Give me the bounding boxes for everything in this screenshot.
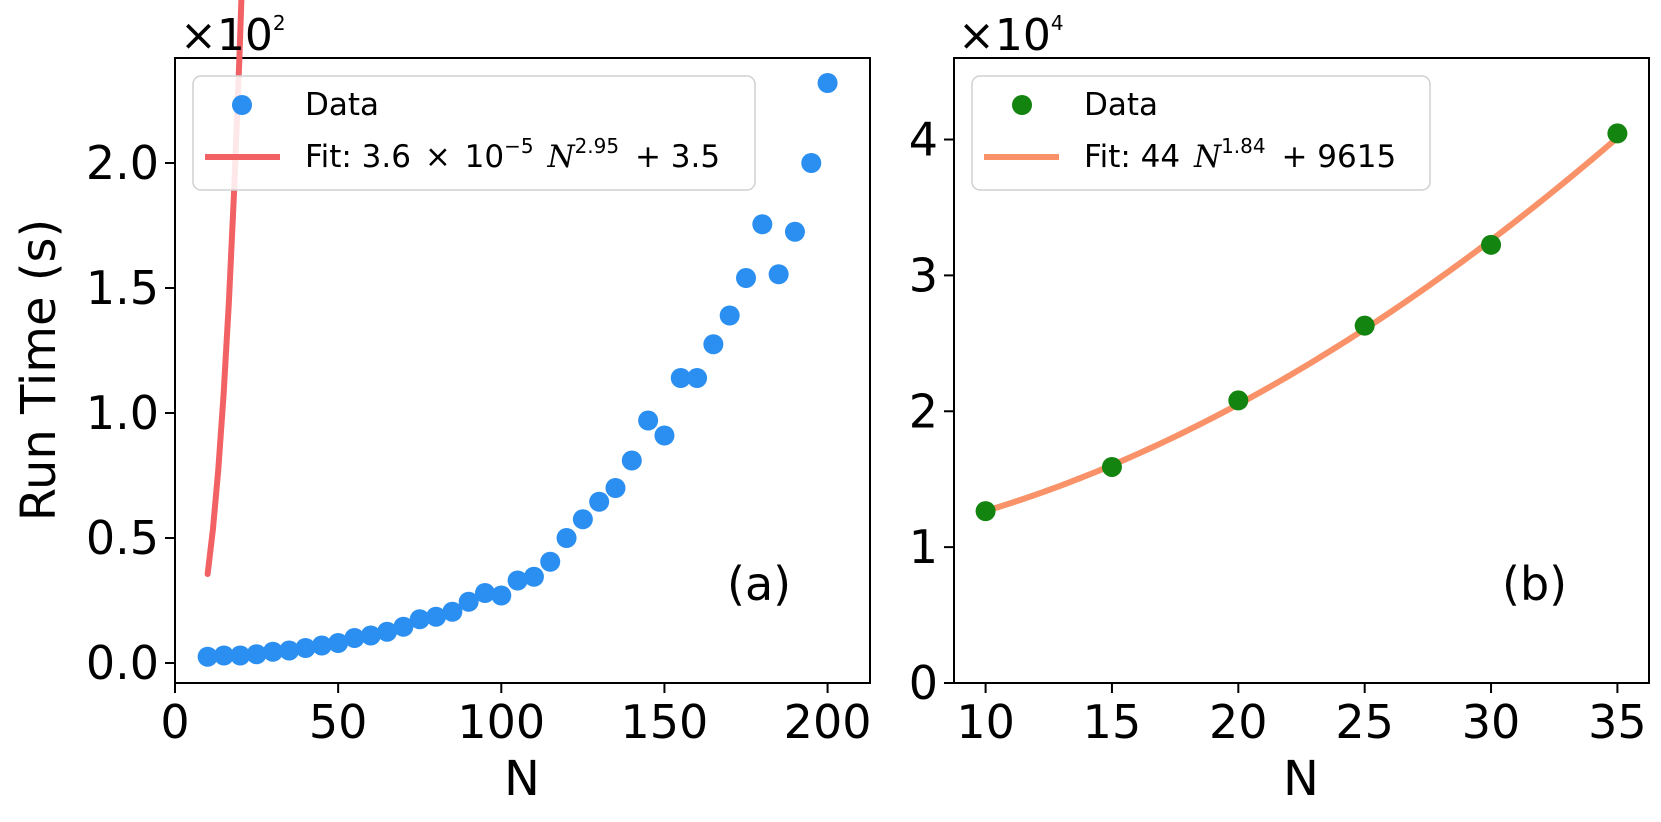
panel-b-legend-box xyxy=(971,75,1431,191)
data-point xyxy=(817,73,838,93)
data-point xyxy=(491,585,512,606)
data-point xyxy=(393,616,414,637)
fit-line xyxy=(982,134,1621,514)
data-point xyxy=(654,425,675,446)
x-tick-label: 25 xyxy=(1335,695,1394,749)
x-tick-label: 10 xyxy=(956,695,1015,749)
data-point xyxy=(556,528,577,548)
panel-b-fit-curve xyxy=(982,134,1621,514)
data-point xyxy=(328,633,349,653)
y-tick-label: 2.0 xyxy=(86,136,159,190)
data-point xyxy=(246,644,267,665)
x-tick-label: 100 xyxy=(457,695,545,749)
panel-a-legend-box xyxy=(192,75,756,191)
panel-a-frame xyxy=(174,57,871,684)
data-point xyxy=(801,153,822,173)
data-point xyxy=(213,645,234,666)
data-point xyxy=(230,645,251,666)
data-point xyxy=(1354,315,1375,336)
data-point xyxy=(279,640,300,661)
panel-a-y-multiplier: ×102 xyxy=(180,10,286,61)
x-tick-label: 30 xyxy=(1462,695,1521,749)
data-point xyxy=(311,635,332,656)
x-tick-label: 150 xyxy=(621,695,709,749)
panel-b-legend-data-marker xyxy=(1012,95,1032,115)
data-point xyxy=(1607,123,1628,144)
data-point xyxy=(295,638,316,658)
y-tick-label: 2 xyxy=(909,384,938,438)
data-point xyxy=(540,551,561,572)
x-tick-label: 35 xyxy=(1588,695,1647,749)
x-tick-label: 50 xyxy=(309,695,368,749)
data-point xyxy=(736,268,757,288)
x-tick-label: 200 xyxy=(784,695,872,749)
y-tick-label: 0.5 xyxy=(86,511,159,565)
panel-a-legend[interactable]: Data Fit: 3.6 × 10−5 N2.95 + 3.5 xyxy=(192,75,756,191)
data-point xyxy=(638,410,659,431)
x-tick-label: 20 xyxy=(1209,695,1268,749)
x-tick-label: 15 xyxy=(1083,695,1142,749)
panel-b-legend-data-label: Data xyxy=(1084,87,1158,123)
data-point xyxy=(1481,234,1502,255)
panel-a-ticks: 0 50 100 150 200 0.0 0.5 1.0 1.5 2.0 xyxy=(86,136,872,749)
data-point xyxy=(687,368,708,388)
data-point xyxy=(719,305,740,326)
panel-a-data-points xyxy=(197,73,838,667)
data-point xyxy=(377,621,398,642)
panel-b-y-multiplier: ×104 xyxy=(958,10,1064,61)
x-tick-label: 0 xyxy=(160,695,189,749)
data-point xyxy=(572,509,593,530)
data-point xyxy=(752,214,773,235)
data-point xyxy=(975,501,996,522)
data-point xyxy=(344,628,365,648)
y-tick-label: 1.0 xyxy=(86,386,159,440)
panel-b-legend-fit-label: Fit: 44 N1.84 + 9615 xyxy=(1084,125,1396,175)
panel-b-frame xyxy=(953,57,1650,684)
data-point xyxy=(1101,456,1122,477)
data-point xyxy=(1228,390,1249,411)
panel-a-legend-data-label: Data xyxy=(305,87,379,123)
panel-b-x-axis-label: N xyxy=(1283,751,1319,807)
y-tick-label: 1 xyxy=(909,520,938,574)
data-point xyxy=(360,625,381,646)
panel-b: 10 15 20 25 30 35 0 1 2 3 4 ×104 N (b) Data Fit: 4… xyxy=(909,10,1650,807)
y-tick-label: 1.5 xyxy=(86,261,159,315)
data-point xyxy=(605,478,626,498)
data-point xyxy=(507,570,528,591)
panel-b-ticks: 10 15 20 25 30 35 0 1 2 3 4 xyxy=(909,113,1647,749)
data-point xyxy=(703,334,724,355)
y-tick-label: 0.0 xyxy=(86,636,159,690)
y-tick-label: 3 xyxy=(909,248,938,302)
panel-b-data-points xyxy=(975,123,1628,522)
data-point xyxy=(426,606,447,627)
panel-a: 0 50 100 150 200 0.0 0.5 1.0 1.5 2.0 ×102 Run Tim… xyxy=(11,0,871,807)
data-point xyxy=(474,583,495,603)
panel-b-legend[interactable]: Data Fit: 44 N1.84 + 9615 xyxy=(971,75,1431,191)
data-point xyxy=(458,591,479,612)
panel-a-x-axis-label: N xyxy=(504,751,540,807)
data-point xyxy=(621,450,642,471)
data-point xyxy=(523,566,544,587)
panel-b-tag: (b) xyxy=(1502,557,1567,611)
data-point xyxy=(197,646,218,667)
panel-a-tag: (a) xyxy=(727,557,791,611)
panel-a-y-axis-label: Run Time (s) xyxy=(11,219,67,521)
data-point xyxy=(409,609,430,630)
y-tick-label: 0 xyxy=(909,656,938,710)
data-point xyxy=(768,264,789,285)
data-point xyxy=(262,641,283,662)
y-tick-label: 4 xyxy=(909,113,938,167)
panel-a-legend-fit-label: Fit: 3.6 × 10−5 N2.95 + 3.5 xyxy=(305,125,720,175)
data-point xyxy=(442,601,463,622)
data-point xyxy=(589,491,610,512)
data-point xyxy=(670,368,691,388)
panel-a-legend-data-marker xyxy=(232,95,252,115)
data-point xyxy=(784,221,805,242)
